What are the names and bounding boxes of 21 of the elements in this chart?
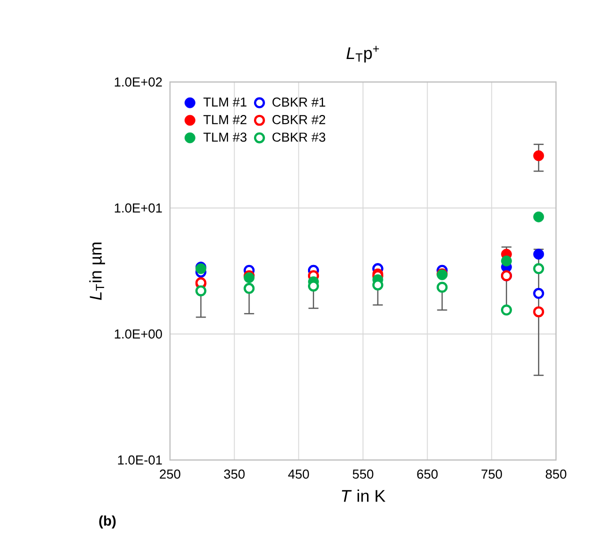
legend-label: TLM #1 xyxy=(203,98,246,106)
legend-label: TLM #2 xyxy=(203,115,246,124)
x-tick-label: 650 xyxy=(417,470,438,479)
x-tick-label: 850 xyxy=(546,470,566,479)
legend-label: TLM #3 xyxy=(203,132,246,142)
legend-label: CBKR #2 xyxy=(272,115,326,124)
y-tick-label: 1.0E+02 xyxy=(114,77,162,87)
text: (b) xyxy=(99,515,116,528)
x-tick-label: 450 xyxy=(288,470,309,479)
x-tick-label: 250 xyxy=(160,470,180,479)
x-tick-label: 750 xyxy=(482,470,502,479)
chart-title: L$_{T}$p$^{+}$ xyxy=(346,46,379,62)
y-tick-label: 1.0E-01 xyxy=(118,455,162,465)
y-axis-title: L$_{T}$in µm xyxy=(89,242,106,300)
legend-label: CBKR #3 xyxy=(272,132,326,142)
legend-label: CBKR #1 xyxy=(272,98,326,107)
y-tick-label: 1.0E+00 xyxy=(114,329,162,339)
x-tick-label: 350 xyxy=(224,470,245,479)
y-tick-label: 1.0E+01 xyxy=(114,203,162,213)
x-axis-title: T in K xyxy=(342,490,386,502)
x-tick-label: 550 xyxy=(352,470,374,479)
